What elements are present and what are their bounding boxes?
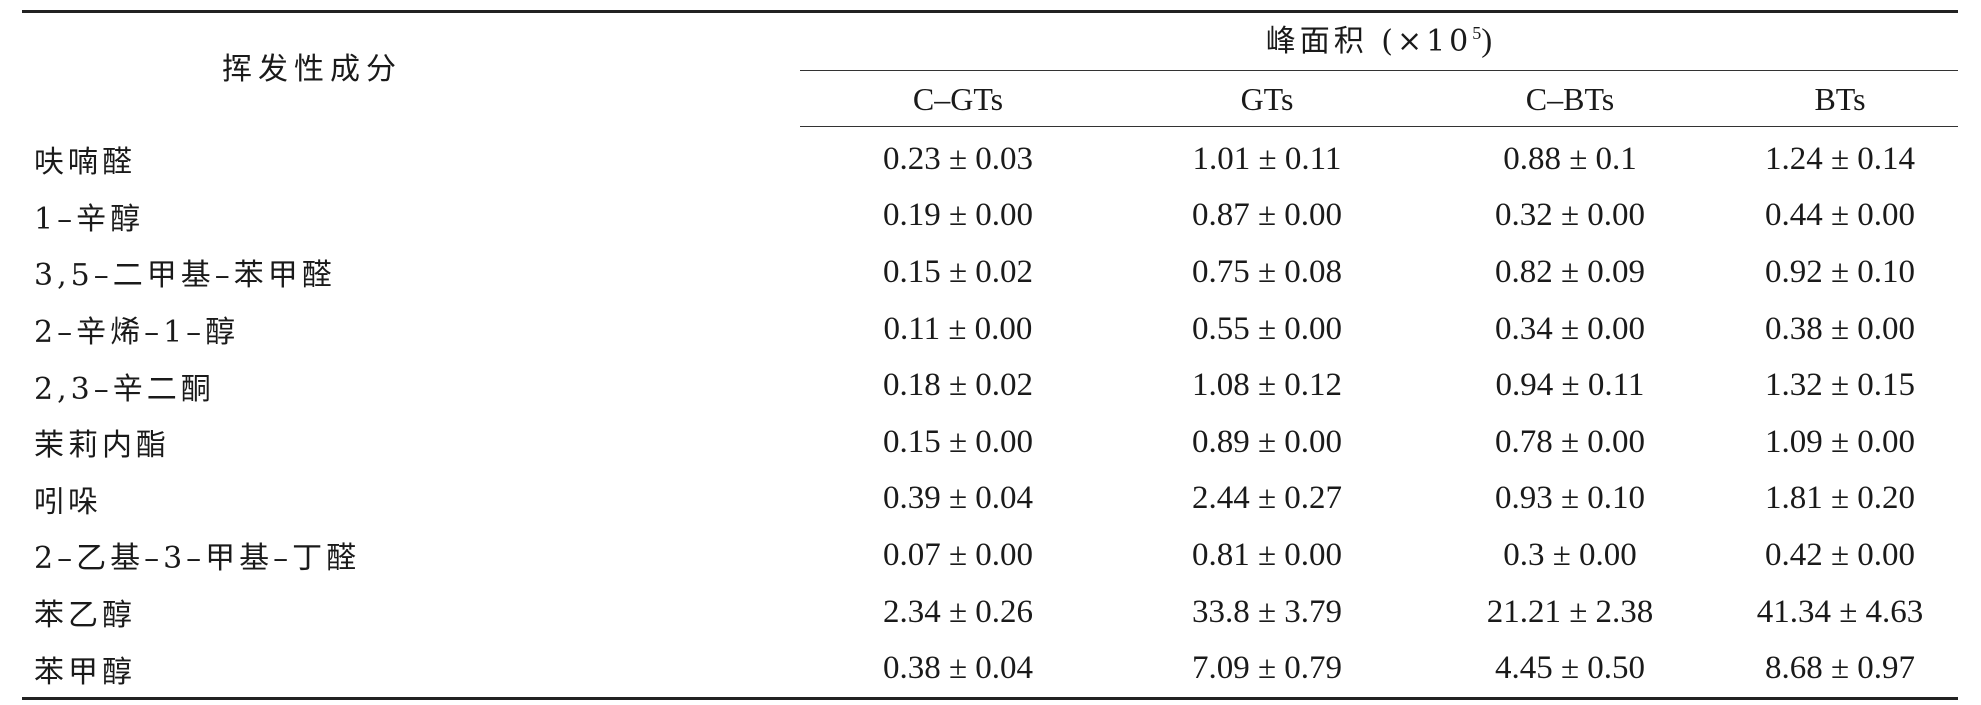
table-row: 吲哚 0.39 ± 0.04 2.44 ± 0.27 0.93 ± 0.10 1…	[22, 471, 1958, 528]
cell-value: 0.19 ± 0.00	[882, 197, 1034, 234]
cell-value: 0.94 ± 0.11	[1495, 367, 1645, 404]
cell-value: 0.18 ± 0.02	[882, 367, 1034, 404]
cell-value: 0.81 ± 0.00	[1191, 536, 1343, 573]
cell-value: 0.15 ± 0.02	[882, 253, 1034, 290]
cell-value: 4.45 ± 0.50	[1418, 640, 1722, 700]
table-header: 挥发性成分 峰面积 (×105) C–GTs GTs C–BTs BTs	[22, 10, 1958, 127]
cell-value: 0.44 ± 0.00	[1764, 197, 1916, 234]
row-header-cell: 挥发性成分	[22, 10, 800, 127]
cell-value: 0.11 ± 0.00	[883, 310, 1033, 347]
table-row: 2–乙基–3–甲基–丁醛 0.07 ± 0.00 0.81 ± 0.00 0.3…	[22, 527, 1958, 584]
cell-value: 8.68 ± 0.97	[1722, 640, 1958, 700]
cell-value: 1.24 ± 0.14	[1764, 140, 1916, 177]
cell-value: 0.07 ± 0.00	[882, 536, 1034, 573]
table-row: 3,5–二甲基–苯甲醛 0.15 ± 0.02 0.75 ± 0.08 0.82…	[22, 244, 1958, 301]
cell-value: 1.81 ± 0.20	[1764, 480, 1916, 517]
row-name: 吲哚	[34, 484, 102, 520]
row-name: 3,5–二甲基–苯甲醛	[34, 258, 336, 294]
volatile-components-table: 挥发性成分 峰面积 (×105) C–GTs GTs C–BTs BTs 呋喃醛…	[22, 10, 1958, 700]
cell-value: 0.15 ± 0.00	[882, 423, 1034, 460]
cell-value: 0.78 ± 0.00	[1494, 423, 1646, 460]
cell-value: 7.09 ± 0.79	[1116, 640, 1418, 700]
cell-value: 2.44 ± 0.27	[1191, 480, 1343, 517]
cell-value: 0.89 ± 0.00	[1191, 423, 1343, 460]
cell-value: 2.34 ± 0.26	[882, 593, 1034, 630]
cell-value: 0.92 ± 0.10	[1764, 253, 1916, 290]
cell-value: 33.8 ± 3.79	[1191, 593, 1343, 630]
row-name: 1–辛醇	[34, 201, 145, 237]
cell-value: 0.55 ± 0.00	[1191, 310, 1343, 347]
row-name: 呋喃醛	[34, 145, 136, 181]
cell-value: 0.38 ± 0.00	[1764, 310, 1916, 347]
cell-value: 0.3 ± 0.00	[1503, 536, 1637, 573]
column-header-c-bts: C–BTs	[1418, 70, 1722, 127]
column-header-c-gts: C–GTs	[800, 70, 1116, 127]
table-row: 呋喃醛 0.23 ± 0.03 1.01 ± 0.11 0.88 ± 0.1 1…	[22, 127, 1958, 188]
table-row: 茉莉内酯 0.15 ± 0.00 0.89 ± 0.00 0.78 ± 0.00…	[22, 414, 1958, 471]
row-name: 茉莉内酯	[34, 428, 170, 464]
table-row: 苯甲醇 0.38 ± 0.04 7.09 ± 0.79 4.45 ± 0.50 …	[22, 640, 1958, 700]
cell-value: 0.32 ± 0.00	[1494, 197, 1646, 234]
table-row: 2,3–辛二酮 0.18 ± 0.02 1.08 ± 0.12 0.94 ± 0…	[22, 357, 1958, 414]
data-table-container: 挥发性成分 峰面积 (×105) C–GTs GTs C–BTs BTs 呋喃醛…	[22, 10, 1958, 700]
cell-value: 0.75 ± 0.08	[1191, 253, 1343, 290]
table-row: 1–辛醇 0.19 ± 0.00 0.87 ± 0.00 0.32 ± 0.00…	[22, 188, 1958, 245]
table-row: 苯乙醇 2.34 ± 0.26 33.8 ± 3.79 21.21 ± 2.38…	[22, 584, 1958, 641]
cell-value: 0.38 ± 0.04	[800, 640, 1116, 700]
cell-value: 0.39 ± 0.04	[882, 480, 1034, 517]
cell-value: 0.87 ± 0.00	[1191, 197, 1343, 234]
row-name: 苯甲醇	[22, 640, 800, 700]
cell-value: 0.23 ± 0.03	[882, 140, 1034, 177]
row-name: 2,3–辛二酮	[34, 371, 215, 407]
cell-value: 1.32 ± 0.15	[1764, 367, 1916, 404]
cell-value: 21.21 ± 2.38	[1486, 593, 1654, 630]
column-header-bts: BTs	[1722, 70, 1958, 127]
cell-value: 0.93 ± 0.10	[1494, 480, 1646, 517]
cell-value: 0.42 ± 0.00	[1764, 536, 1916, 573]
row-name: 2–乙基–3–甲基–丁醛	[34, 541, 361, 577]
cell-value: 0.82 ± 0.09	[1494, 253, 1646, 290]
row-name: 2–辛烯–1–醇	[34, 315, 240, 351]
cell-value: 1.08 ± 0.12	[1191, 367, 1343, 404]
cell-value: 1.01 ± 0.11	[1192, 140, 1342, 177]
group-header-cell: 峰面积 (×105)	[800, 10, 1958, 71]
column-header-gts: GTs	[1116, 70, 1418, 127]
cell-value: 41.34 ± 4.63	[1756, 593, 1924, 630]
group-header-suffix: )	[1481, 23, 1493, 59]
row-name: 苯乙醇	[34, 598, 136, 634]
group-header-prefix: 峰面积 (×10	[1265, 24, 1473, 59]
cell-value: 0.88 ± 0.1	[1503, 140, 1637, 177]
group-header-exponent: 5	[1472, 23, 1482, 43]
cell-value: 0.34 ± 0.00	[1494, 310, 1646, 347]
row-header-label: 挥发性成分	[222, 52, 402, 88]
table-row: 2–辛烯–1–醇 0.11 ± 0.00 0.55 ± 0.00 0.34 ± …	[22, 301, 1958, 358]
table-body: 呋喃醛 0.23 ± 0.03 1.01 ± 0.11 0.88 ± 0.1 1…	[22, 127, 1958, 700]
cell-value: 1.09 ± 0.00	[1764, 423, 1916, 460]
